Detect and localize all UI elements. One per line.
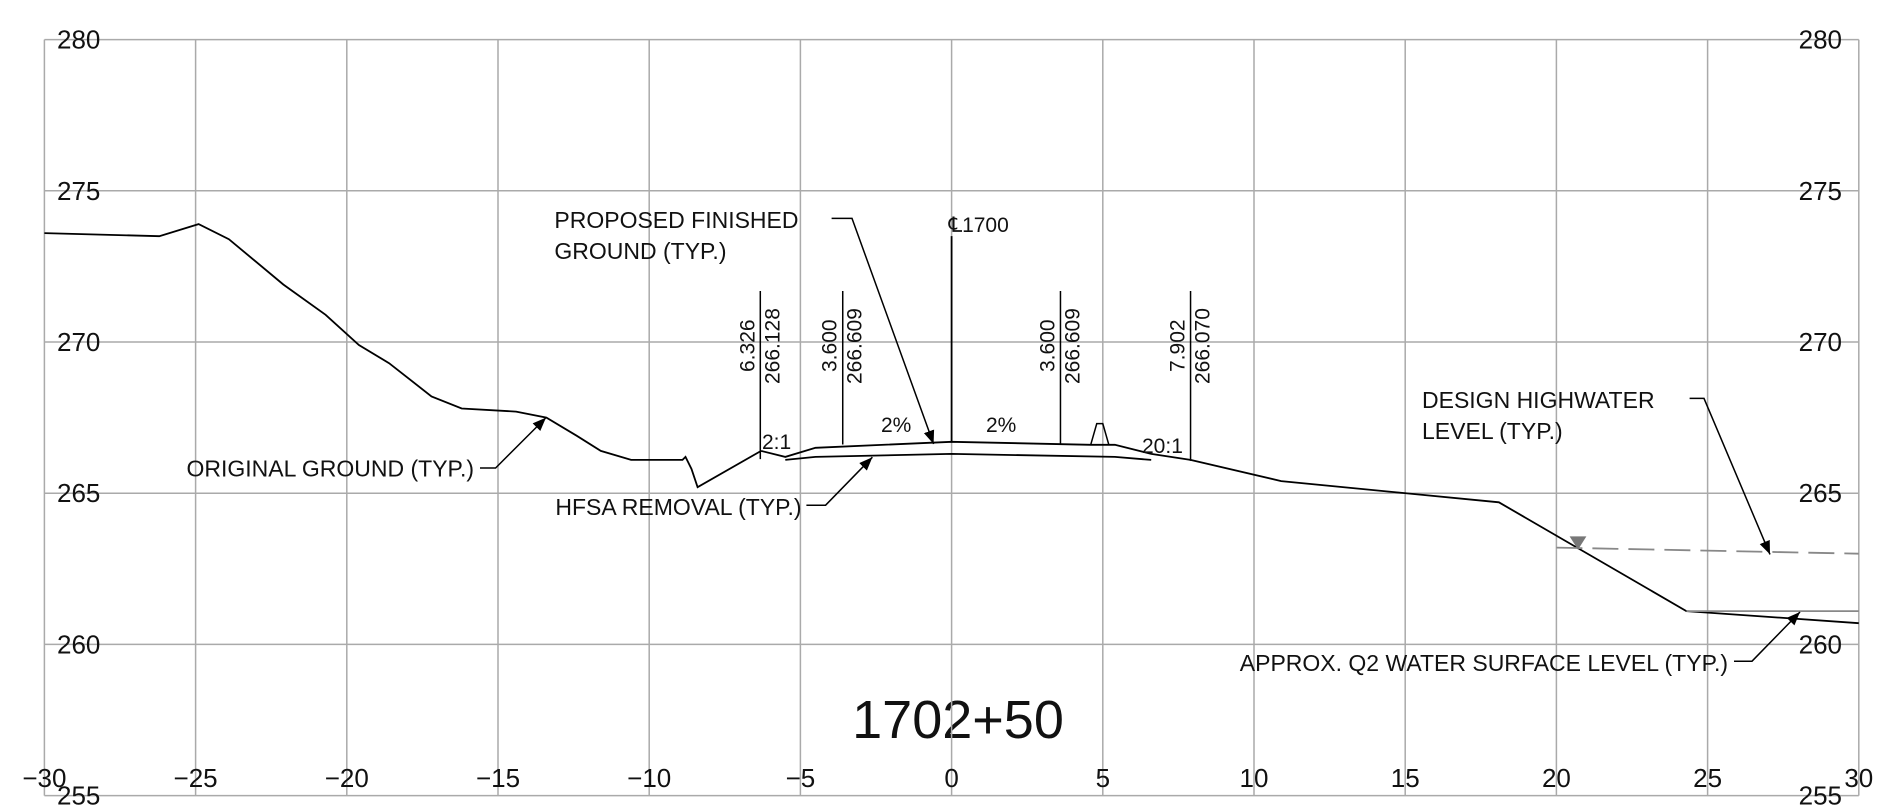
centerline-label: ℄1700	[948, 214, 1009, 237]
y-tick-label: 255	[1799, 781, 1842, 807]
x-tick-label: −25	[174, 763, 218, 793]
profile-line	[1556, 546, 1859, 555]
annotation-text: HFSA REMOVAL (TYP.)	[555, 494, 801, 520]
slope-label: 2%	[986, 414, 1016, 437]
x-tick-label: −15	[476, 763, 520, 793]
elevation-label: 266.609	[844, 308, 867, 384]
y-tick-label: 260	[57, 629, 100, 659]
x-tick-label: 20	[1542, 763, 1571, 793]
profile-line	[785, 452, 1152, 461]
offset-label: 3.600	[819, 319, 842, 372]
y-tick-label: 275	[57, 176, 100, 206]
annotation-text: LEVEL (TYP.)	[1422, 418, 1563, 444]
annotation-text: GROUND (TYP.)	[554, 238, 726, 264]
y-tick-label: 255	[57, 781, 100, 807]
curb	[1089, 422, 1110, 446]
water-symbol	[1569, 536, 1587, 550]
x-tick-label: 15	[1391, 763, 1420, 793]
x-tick-label: 30	[1844, 763, 1873, 793]
y-tick-label: 260	[1799, 629, 1842, 659]
offset-label: 6.326	[736, 319, 759, 372]
y-tick-label: 275	[1799, 176, 1842, 206]
leader-arrow	[1689, 397, 1771, 555]
y-tick-label: 265	[1799, 478, 1842, 508]
x-tick-label: −5	[786, 763, 816, 793]
x-tick-label: 25	[1693, 763, 1722, 793]
annotation-text: PROPOSED FINISHED	[554, 207, 798, 233]
section-title: 1702+50	[852, 690, 1064, 750]
elevation-label: 266.128	[761, 308, 784, 384]
annotation-text: APPROX. Q2 WATER SURFACE LEVEL (TYP.)	[1240, 650, 1728, 676]
y-tick-label: 270	[1799, 327, 1842, 357]
offset-label: 3.600	[1036, 319, 1059, 372]
profile-line	[44, 223, 1859, 625]
leader-arrow	[1734, 611, 1801, 662]
slope-label: 20:1	[1142, 435, 1183, 458]
offset-label: 7.902	[1167, 319, 1190, 372]
profile-line	[760, 440, 1191, 461]
x-tick-label: −20	[325, 763, 369, 793]
y-tick-label: 270	[57, 327, 100, 357]
annotation-text: ORIGINAL GROUND (TYP.)	[186, 455, 474, 481]
x-tick-label: −10	[627, 763, 671, 793]
leader-arrow	[806, 456, 873, 506]
y-tick-label: 280	[1799, 25, 1842, 55]
y-tick-label: 280	[57, 25, 100, 55]
elevation-label: 266.609	[1061, 308, 1084, 384]
x-tick-label: 5	[1096, 763, 1110, 793]
x-tick-label: 0	[944, 763, 958, 793]
y-tick-label: 265	[57, 478, 100, 508]
slope-label: 2:1	[762, 431, 791, 454]
elevation-label: 266.070	[1192, 308, 1215, 384]
leader-arrow	[480, 417, 547, 469]
x-tick-label: 10	[1240, 763, 1269, 793]
annotation-text: DESIGN HIGHWATER	[1422, 387, 1655, 413]
x-tick-label: −30	[22, 763, 66, 793]
leader-arrow	[831, 217, 935, 445]
slope-label: 2%	[881, 414, 911, 437]
